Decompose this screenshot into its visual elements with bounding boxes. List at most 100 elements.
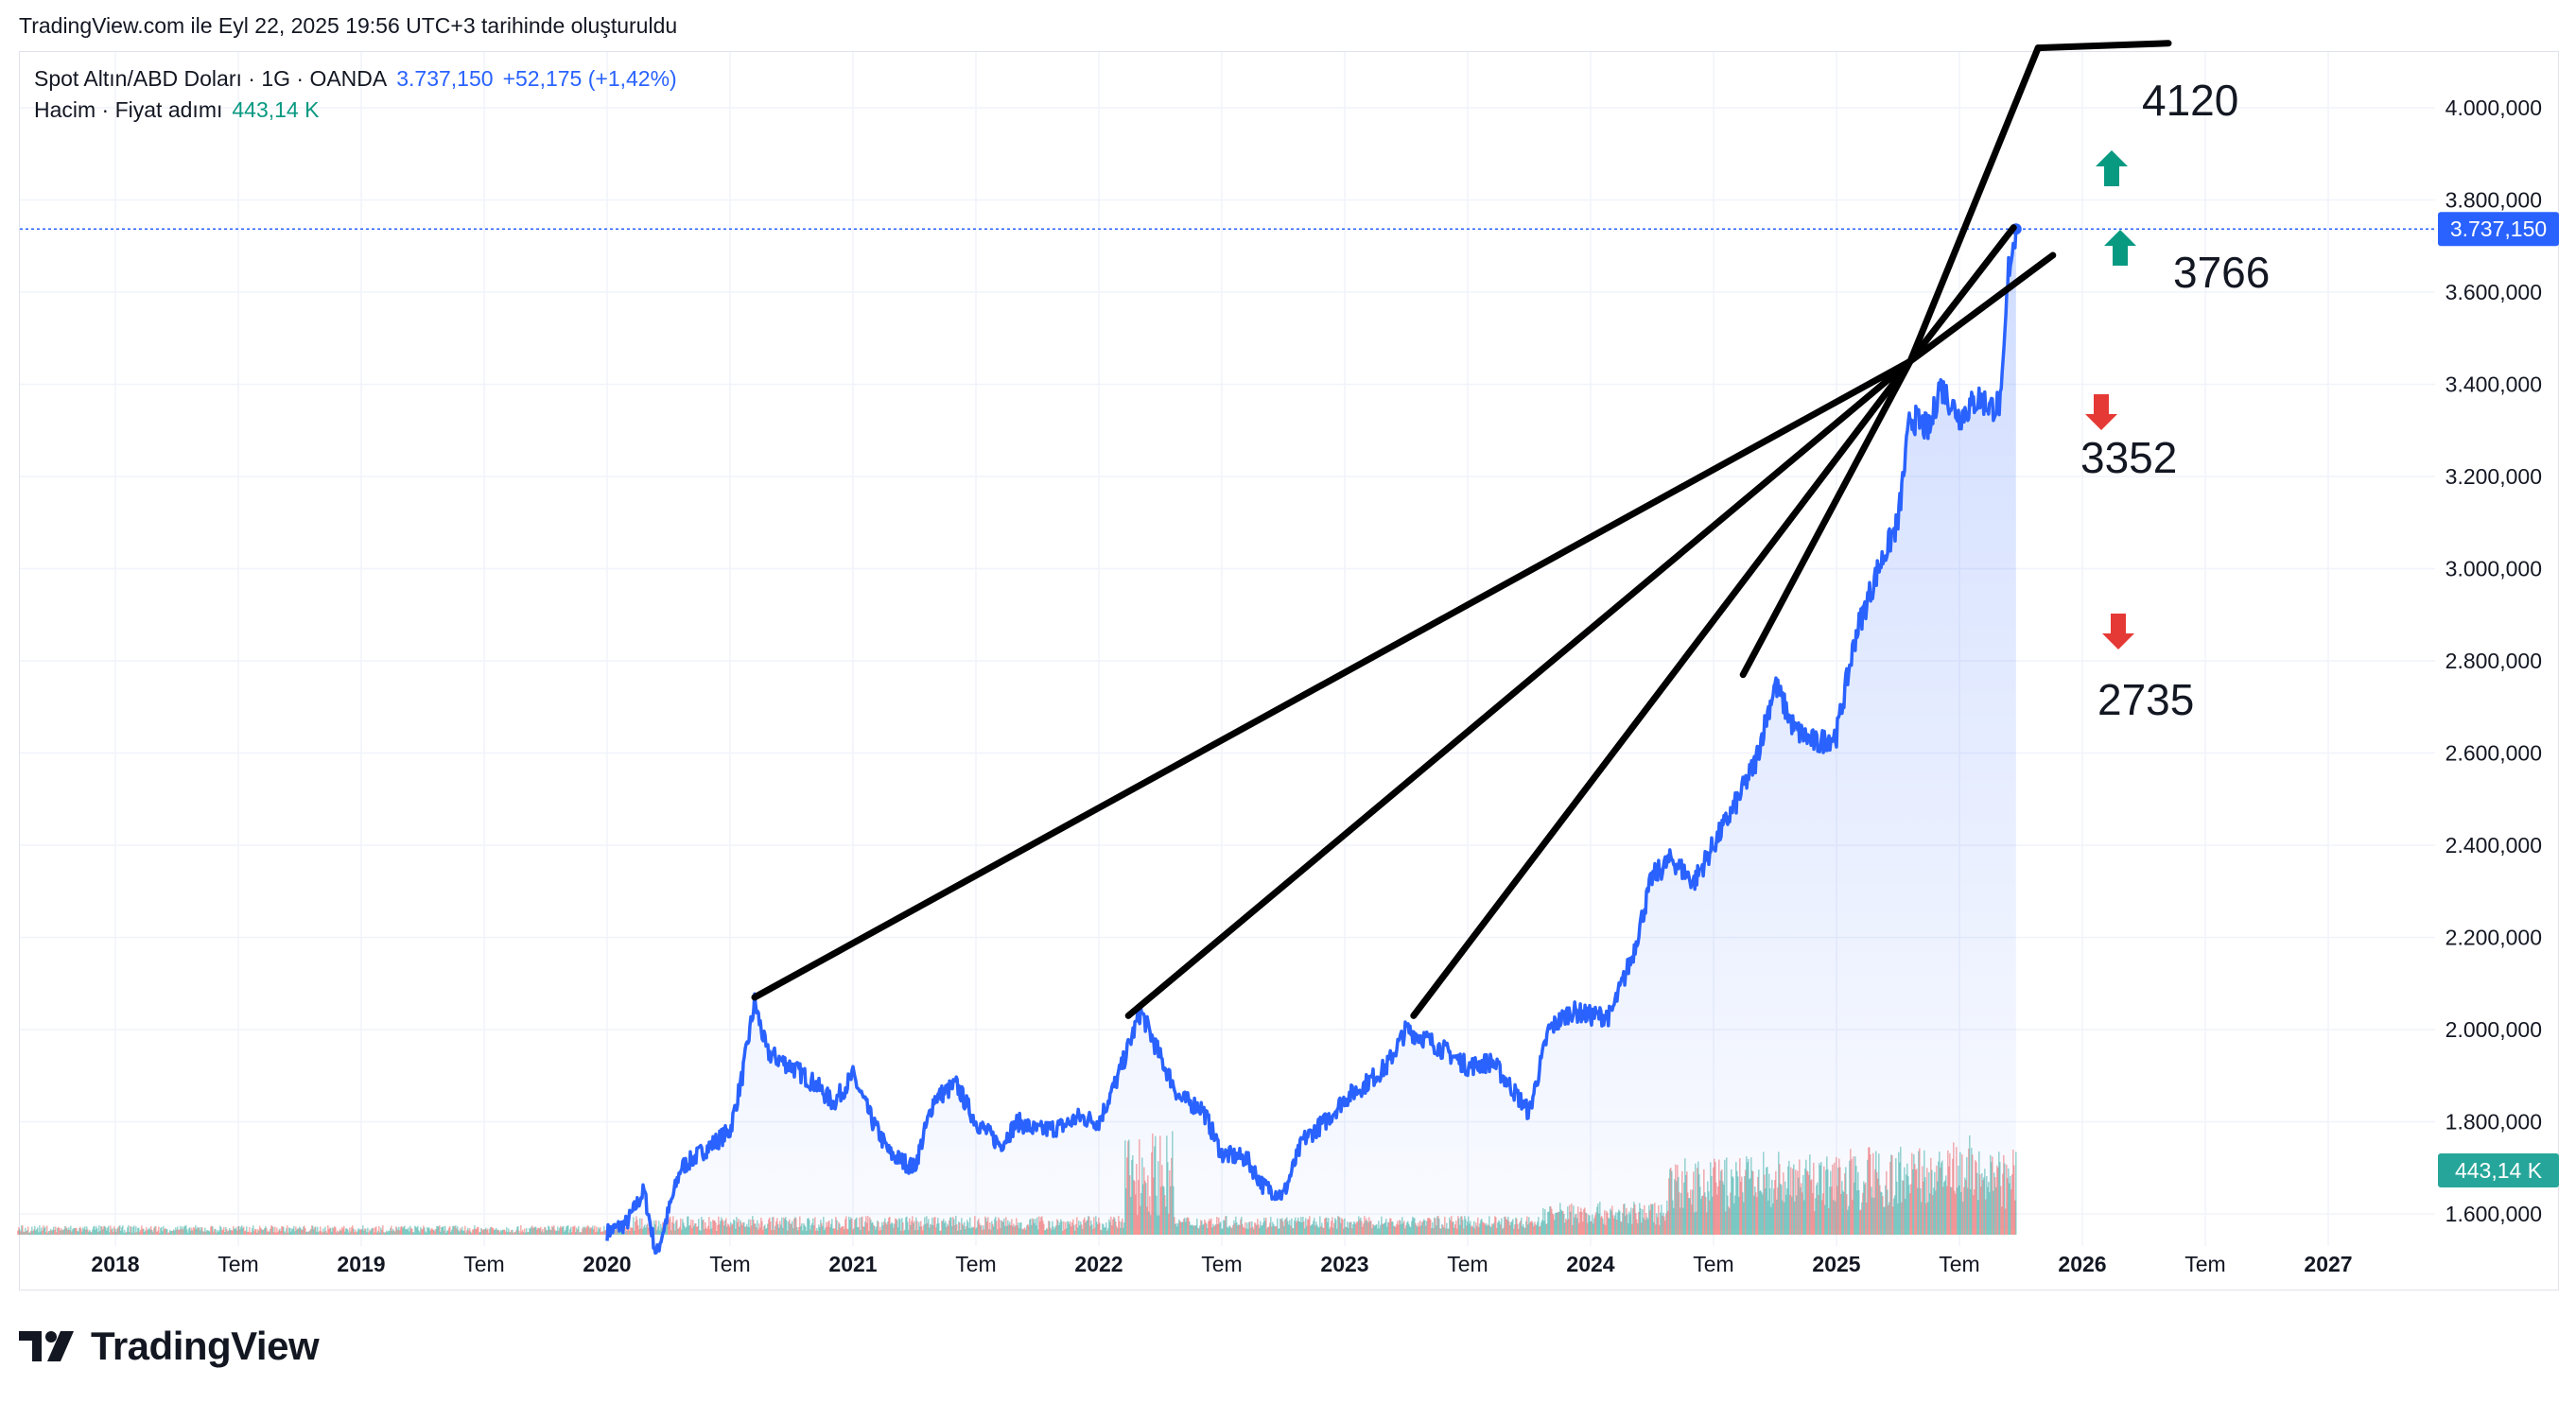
volume-bar	[587, 1225, 589, 1235]
volume-bar	[273, 1232, 275, 1235]
volume-bar	[61, 1229, 63, 1235]
volume-bar	[53, 1226, 55, 1235]
volume-bar	[164, 1229, 165, 1235]
x-tick-label: Tem	[2184, 1252, 2225, 1276]
trend-line[interactable]	[2034, 40, 2172, 52]
volume-bar	[148, 1229, 149, 1235]
volume-bar	[114, 1228, 116, 1235]
volume-bar	[188, 1228, 190, 1235]
price-area-fill	[607, 229, 2016, 1254]
trend-line[interactable]	[751, 357, 1914, 1001]
volume-bar	[150, 1225, 152, 1235]
volume-bar	[580, 1232, 582, 1235]
price-line[interactable]	[605, 229, 2018, 1256]
volume-bar	[1472, 1227, 1474, 1235]
volume-legend[interactable]: Hacim · Fiyat adımı 443,14 K	[34, 97, 319, 123]
volume-bar	[59, 1228, 61, 1235]
volume-bar	[306, 1231, 308, 1235]
volume-bar	[187, 1232, 189, 1235]
trend-line[interactable]	[1906, 251, 2057, 365]
volume-bar	[1195, 1225, 1197, 1235]
volume-bar	[366, 1232, 368, 1235]
trend-line[interactable]	[1906, 224, 2017, 365]
volume-bar	[253, 1231, 255, 1235]
trend-line[interactable]	[1906, 44, 2042, 365]
volume-bar	[1290, 1225, 1292, 1235]
volume-bar	[930, 1223, 931, 1235]
volume-bar	[1363, 1223, 1365, 1235]
volume-bar	[457, 1226, 459, 1235]
x-tick-label: 2024	[1566, 1252, 1614, 1276]
volume-bar	[1489, 1225, 1491, 1235]
volume-bar	[1380, 1224, 1382, 1235]
volume-bar	[434, 1231, 436, 1235]
volume-bar	[804, 1224, 806, 1235]
volume-bar	[597, 1231, 599, 1235]
x-axis[interactable]: 2018 Tem 2019 Tem 2020 Tem 2021 Tem 2022 Tem 2023 T…	[91, 1252, 2352, 1276]
volume-bar	[44, 1226, 46, 1235]
trend-line[interactable]	[1124, 357, 1914, 1019]
volume-bar	[1336, 1228, 1338, 1235]
volume-bar	[462, 1230, 464, 1235]
volume-bar	[1416, 1224, 1418, 1235]
volume-bar	[755, 1223, 757, 1235]
volume-bar	[592, 1225, 594, 1235]
volume-bar	[1288, 1224, 1290, 1235]
volume-bar	[451, 1229, 453, 1235]
volume-bar	[210, 1226, 212, 1235]
volume-bar	[709, 1229, 711, 1235]
volume-bar	[247, 1232, 249, 1235]
volume-bar	[1329, 1228, 1331, 1235]
trend-lines[interactable]	[751, 40, 2172, 1019]
volume-bar	[1485, 1224, 1487, 1235]
volume-bar	[747, 1226, 749, 1235]
volume-bar	[824, 1229, 826, 1235]
volume-bar	[921, 1226, 923, 1235]
volume-bar	[1401, 1223, 1402, 1235]
volume-bar	[200, 1227, 202, 1235]
volume-bar	[929, 1227, 931, 1235]
volume-bar	[478, 1226, 479, 1235]
trend-line[interactable]	[1739, 357, 1914, 679]
volume-bar	[205, 1231, 207, 1235]
trend-line[interactable]	[1410, 357, 1914, 1019]
volume-bar	[1393, 1225, 1395, 1235]
volume-bar	[393, 1230, 395, 1235]
volume-bar	[201, 1227, 203, 1235]
volume-bar	[810, 1225, 812, 1235]
volume-bar	[1463, 1228, 1465, 1235]
volume-bar	[590, 1226, 592, 1235]
volume-bar	[494, 1230, 496, 1235]
volume-bar	[551, 1225, 553, 1235]
volume-bar	[452, 1225, 454, 1235]
volume-bar	[526, 1227, 528, 1235]
volume-bar	[232, 1230, 234, 1235]
volume-bar	[102, 1229, 104, 1235]
volume-bar	[514, 1232, 516, 1235]
volume-bar	[203, 1231, 205, 1235]
volume-bar	[275, 1232, 277, 1235]
volume-bar	[382, 1225, 384, 1235]
volume-bar	[63, 1229, 65, 1235]
volume-bar	[415, 1226, 417, 1235]
volume-bar	[410, 1228, 412, 1235]
volume-bar	[1454, 1224, 1456, 1235]
volume-bar	[144, 1232, 146, 1235]
volume-bar	[450, 1231, 452, 1235]
y-axis[interactable]: 1.600,000 1.800,000 2.000,000 2.200,000 2.40…	[2445, 95, 2542, 1226]
symbol-legend[interactable]: Spot Altın/ABD Doları · 1G · OANDA 3.737,…	[34, 66, 677, 92]
volume-bar	[75, 1228, 77, 1235]
volume-bar	[732, 1223, 734, 1235]
volume-bar	[939, 1230, 941, 1235]
volume-bar	[373, 1227, 374, 1235]
volume-bar	[1490, 1227, 1492, 1235]
volume-bar	[258, 1230, 260, 1235]
volume-bar	[533, 1227, 535, 1235]
volume-bar	[204, 1227, 206, 1235]
volume-bar	[469, 1228, 471, 1235]
volume-bar	[501, 1230, 503, 1235]
volume-bar	[822, 1225, 824, 1235]
volume-bar	[398, 1226, 400, 1235]
volume-bar	[1123, 1227, 1124, 1235]
